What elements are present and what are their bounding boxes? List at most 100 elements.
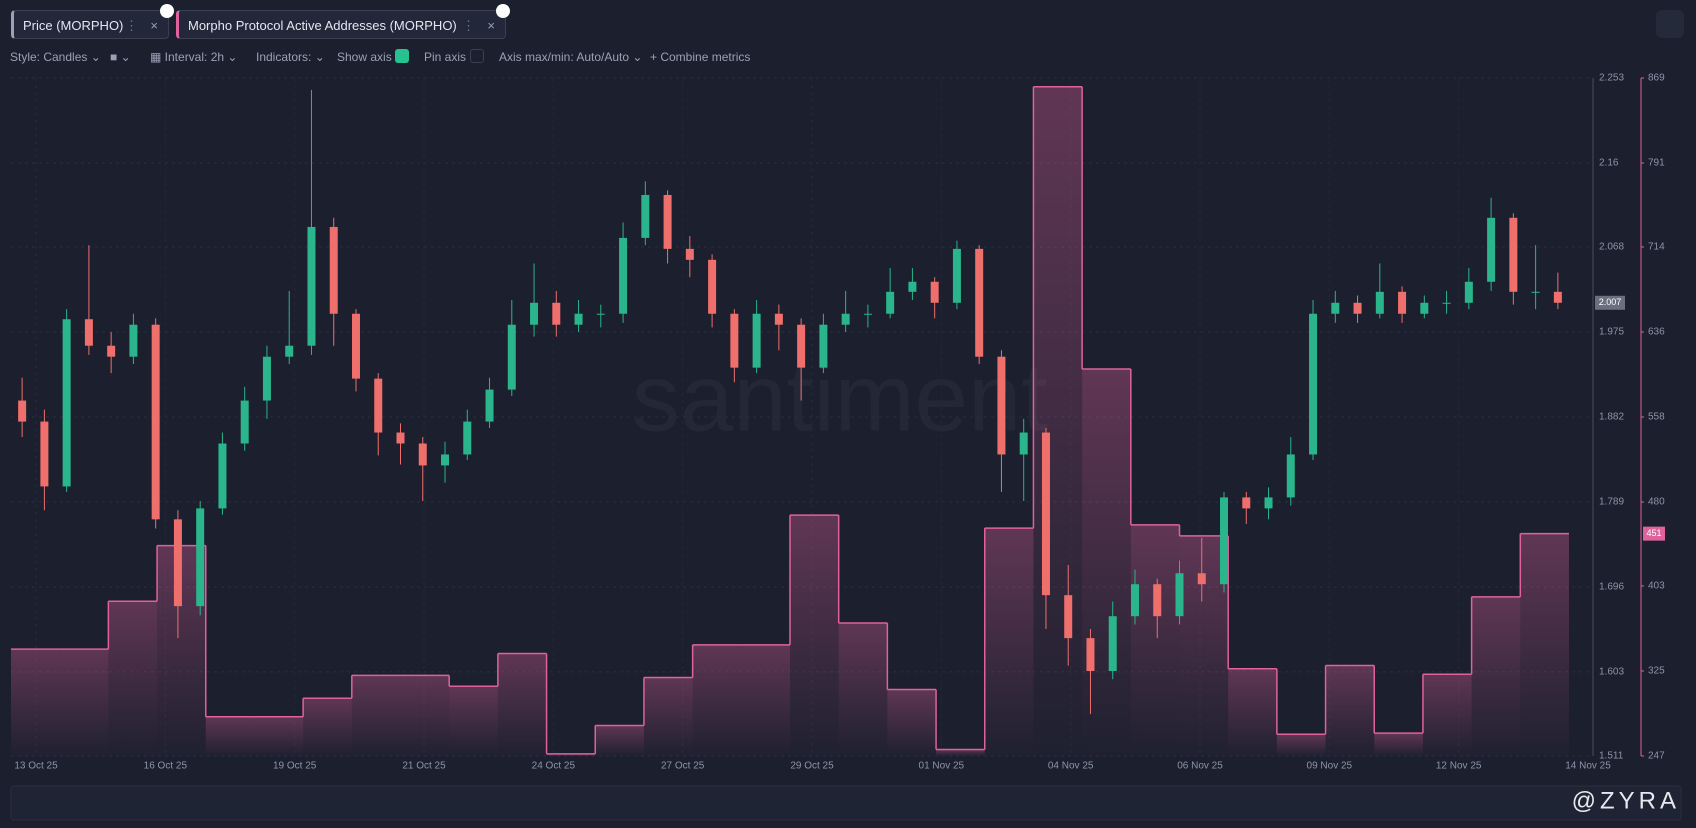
step-area [1325,665,1375,756]
candle-body [1509,217,1518,292]
candle-body [930,281,939,303]
tab-menu[interactable]: ⋮ [125,18,138,33]
last-value-label: 451 [1646,528,1661,538]
candle-body [908,281,917,292]
settings-button[interactable] [1656,10,1684,38]
tab-label: Price (MORPHO) [23,18,124,33]
step-area [400,675,450,756]
step-area [303,698,352,756]
step-area [790,515,839,756]
candle-body [1375,291,1384,314]
y-tick-label: 1.882 [1599,412,1624,423]
candle-body [1286,454,1295,498]
candle-body [863,313,872,315]
candle-body [1264,497,1273,509]
tab-label: Morpho Protocol Active Addresses (MORPHO… [188,18,457,33]
x-tick-label: 24 Oct 25 [532,761,576,772]
candle-body [418,443,427,466]
step-area [1228,668,1277,756]
step-area [692,644,742,756]
price-tab[interactable]: Price (MORPHO) ⋮ × [11,10,169,39]
candle-body [1019,432,1028,455]
show-axis[interactable]: Show axis [337,49,392,65]
candle-body [752,313,761,368]
candle-body [663,194,672,249]
candle-body [463,421,472,455]
x-tick-label: 01 Nov 25 [919,761,965,772]
candle-body [1086,638,1095,672]
step-area [887,689,937,756]
combine-metrics[interactable]: + Combine metrics [650,50,751,64]
toolbar-label: Pin axis [424,50,467,64]
addresses-tab[interactable]: Morpho Protocol Active Addresses (MORPHO… [176,10,506,39]
candle-body [62,319,71,487]
candle-body [396,432,405,444]
toolbar-label: Show axis [337,50,392,64]
y2-tick-label: 247 [1648,751,1665,762]
y2-tick-label: 325 [1648,666,1665,677]
interval-select[interactable]: ▦ Interval: 2h ⌄ [150,50,238,64]
candle-body [129,324,138,357]
candle-body [1064,595,1073,639]
candle-body [886,291,895,314]
y2-tick-label: 403 [1648,581,1665,592]
x-tick-label: 06 Nov 25 [1177,761,1223,772]
candle-body [774,313,783,325]
axis-range-select[interactable]: Axis max/min: Auto/Auto ⌄ [499,50,643,64]
step-area [497,653,547,756]
candle-body [1442,302,1451,304]
x-tick-label: 09 Nov 25 [1307,761,1353,772]
pin-axis-checkbox[interactable] [470,49,484,63]
x-tick-label: 16 Oct 25 [144,761,188,772]
candle-body [1420,302,1429,314]
candle-body [485,389,494,422]
candle-body [1130,584,1139,617]
author-watermark: @ZYRA [1572,787,1680,814]
eth-icon [160,4,174,18]
color-select[interactable]: ■ ⌄ [110,50,131,64]
x-tick-label: 04 Nov 25 [1048,761,1094,772]
candle-body [1331,302,1340,314]
candle-body [1398,291,1407,314]
show-axis-checkbox[interactable] [395,49,409,63]
candle-body [552,302,561,325]
indicators-select[interactable]: Indicators: ⌄ [256,50,325,64]
candle-body [730,313,739,368]
tab-close[interactable]: × [487,18,495,33]
candle-body [374,378,383,433]
candle-body [1309,313,1318,455]
pin-axis[interactable]: Pin axis [424,49,466,65]
candle-body [218,443,227,509]
plot [11,77,1593,757]
candle-body [1041,432,1050,596]
y-tick-label: 1.789 [1599,497,1624,508]
candle-body [507,324,516,390]
tab-close[interactable]: × [150,18,158,33]
style-select[interactable]: Style: Candles ⌄ [10,50,101,64]
toolbar-label: Axis max/min: Auto/Auto [499,50,630,64]
step-area [984,528,1034,756]
candle-body [641,194,650,238]
candle-body [351,313,360,379]
tab-menu[interactable]: ⋮ [462,18,475,33]
y-tick-label: 1.603 [1599,667,1624,678]
x-tick-label: 19 Oct 25 [273,761,317,772]
y-tick-label: 2.16 [1599,158,1619,169]
y-tick-label: 2.253 [1599,73,1624,84]
candle-body [1531,291,1540,293]
candle-body [18,400,27,422]
x-tick-label: 13 Oct 25 [14,761,58,772]
toolbar-label: Style: Candles [10,50,88,64]
candle-body [1487,217,1496,282]
candle-body [84,319,93,346]
y2-tick-label: 714 [1648,242,1665,253]
y-tick-label: 1.696 [1599,582,1624,593]
candle-body [1175,573,1184,617]
eth-icon [496,4,510,18]
step-area [351,675,401,756]
candle-body [262,356,271,401]
step-area [1520,533,1569,756]
step-area [59,649,109,756]
navigator[interactable] [10,785,1682,821]
y2-tick-label: 480 [1648,497,1665,508]
